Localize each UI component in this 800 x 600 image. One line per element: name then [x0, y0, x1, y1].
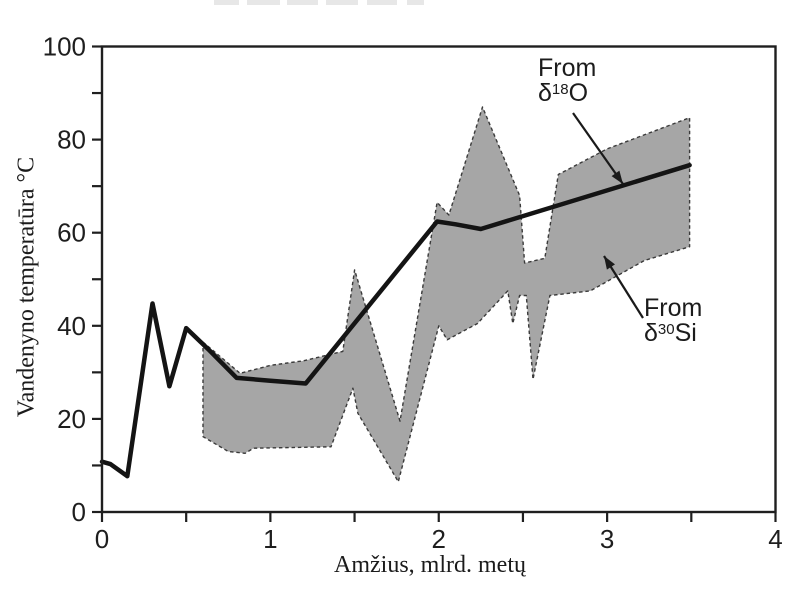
x-tick-label: 3: [600, 524, 614, 554]
y-tick-label: 60: [57, 218, 86, 248]
annotation-from-d18o-line2: δ18O: [538, 79, 589, 107]
x-tick-label: 1: [263, 524, 277, 554]
x-axis-title: Amžius, mlrd. metų: [334, 552, 526, 578]
annotation-from-d30si-line2: δ30Si: [644, 319, 697, 347]
y-tick-label: 0: [72, 497, 86, 527]
annotation-arrowhead-1: [604, 256, 615, 270]
line-d18o: [99, 162, 692, 479]
annotation-arrow-0: [572, 112, 624, 185]
x-tick-label: 2: [432, 524, 446, 554]
x-tick-label: 4: [768, 524, 782, 554]
annotation-from-d30si-line1: From: [644, 294, 703, 322]
annotation-from-d18o-line1: From: [538, 54, 597, 82]
x-tick-label: 0: [95, 524, 109, 554]
y-tick-label: 20: [57, 404, 86, 434]
band-d30si: [202, 106, 691, 483]
y-axis-title: Vandenyno temperatūra °C: [13, 156, 40, 418]
annotation-arrowhead-0: [611, 170, 623, 184]
y-tick-label: 80: [57, 125, 86, 155]
plot-border: [100, 45, 777, 514]
annotation-from-d18o: From δ18O: [538, 56, 596, 106]
y-tick-label: 40: [57, 311, 86, 341]
y-tick-label: 100: [43, 32, 86, 62]
annotation-from-d30si: From δ30Si: [644, 296, 702, 346]
cropped-text-artifact: [0, 0, 800, 6]
